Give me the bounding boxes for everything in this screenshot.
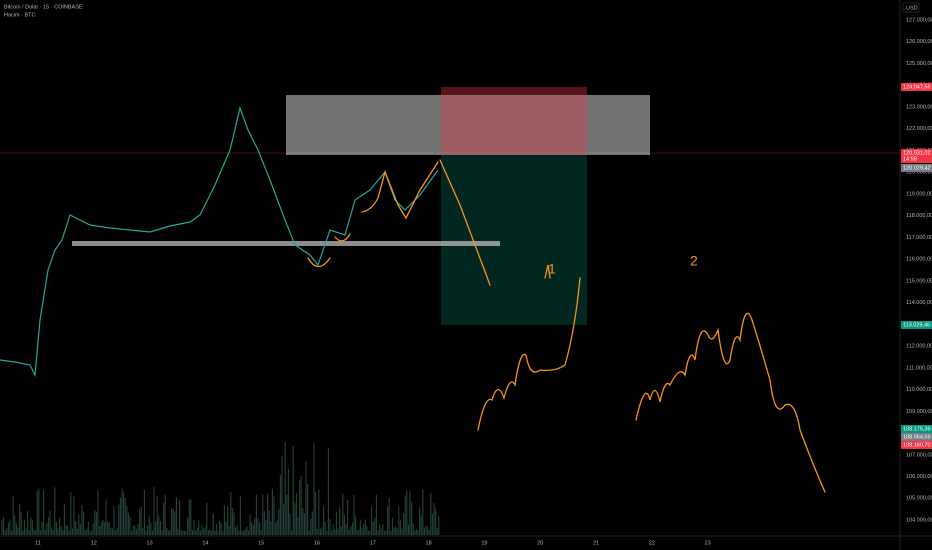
price-label: 119.000,00: [906, 191, 932, 197]
price-tag: 113.029,46: [903, 322, 930, 328]
price-tag-bg: [901, 155, 932, 163]
price-label: 105.000,00: [906, 496, 932, 502]
price-tag-bg: [901, 321, 932, 329]
time-label: 11: [35, 540, 41, 546]
currency: USD: [906, 5, 918, 11]
price-label: 107.000,00: [906, 452, 932, 458]
price-tag: 120.931,02: [903, 150, 931, 156]
time-label: 12: [91, 540, 97, 546]
price-label: 114.000,00: [906, 300, 932, 306]
time-label: 13: [147, 540, 153, 546]
time-label: 14: [202, 540, 208, 546]
time-label: 21: [593, 540, 599, 546]
price-label: 117.000,00: [906, 235, 932, 241]
price-tag-bg: [901, 164, 932, 172]
time-label: 19: [481, 540, 487, 546]
price-label: 106.000,00: [906, 474, 932, 480]
price-label: 111.000,00: [906, 365, 932, 371]
volume: [1, 442, 440, 535]
drawings: [307, 159, 826, 493]
price-label: 118.000,00: [906, 213, 932, 219]
price-tag-bg: [901, 441, 932, 449]
price-label: 115.000,00: [906, 278, 932, 284]
resistance-zone: [286, 95, 650, 155]
price-tag-bg: [901, 433, 932, 441]
price-tag: 108.175,39: [903, 426, 931, 432]
price-label: 104.000,00: [906, 517, 932, 523]
price-label: 122.000,00: [906, 126, 932, 132]
price-line: [0, 105, 439, 378]
time-label: 18: [426, 540, 432, 546]
price-label: 116.000,00: [906, 257, 932, 263]
currency-box: [902, 2, 920, 13]
price-label: 120.000,00: [906, 170, 932, 176]
volume-title: Hacim · BTC: [4, 12, 36, 18]
price-label: 126.000,00: [906, 39, 932, 45]
volume-bars: [1, 442, 440, 535]
target-zone: [441, 155, 587, 325]
annotation: 2: [690, 253, 698, 269]
price-label: 123.000,00: [906, 104, 932, 110]
price-tag: 14:58: [903, 156, 917, 162]
support-zone: [72, 241, 500, 246]
price-label: 110.000,00: [906, 387, 932, 393]
price-label: 127.000,00: [906, 17, 932, 23]
price-tag: 108.064,59: [903, 434, 931, 440]
time-label: 15: [258, 540, 264, 546]
price-tag-bg: [901, 83, 932, 91]
price-tag-bg: [901, 149, 932, 157]
price-label: 109.000,00: [906, 409, 932, 415]
time-label: 16: [314, 540, 320, 546]
stop-zone: [441, 87, 587, 155]
price-tag: 108.160,70: [903, 442, 931, 448]
annotation: 1: [548, 261, 556, 277]
price-label: 125.000,00: [906, 61, 932, 67]
time-label: 17: [370, 540, 376, 546]
symbol-title: Bitcoin / Dolar · 15 · COINBASE: [4, 4, 83, 10]
time-label: 22: [649, 540, 655, 546]
price-tag: 124.047,56: [903, 84, 931, 90]
price-label: 112.000,00: [906, 344, 932, 350]
price-tag-bg: [901, 425, 932, 433]
price-tag: 120.029,42: [903, 165, 931, 171]
time-label: 23: [705, 540, 711, 546]
time-label: 20: [537, 540, 543, 546]
